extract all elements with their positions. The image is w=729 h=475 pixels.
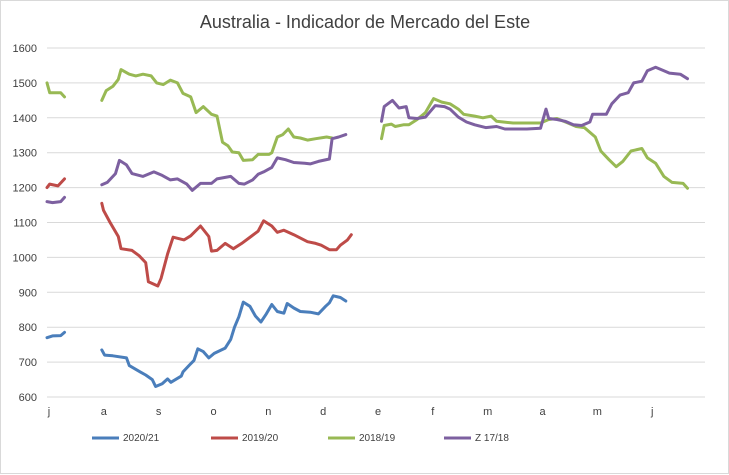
legend-label: 2018/19: [359, 433, 396, 444]
series-line: [45, 81, 66, 99]
x-tick-label: m: [593, 406, 602, 418]
y-tick-label: 600: [19, 392, 37, 404]
y-tick-label: 1300: [13, 148, 37, 160]
series-line: [100, 133, 348, 192]
x-tick-label: s: [156, 406, 162, 418]
grid-lines: [47, 47, 705, 398]
y-tick-label: 1600: [13, 43, 37, 55]
x-tick-label: n: [265, 406, 271, 418]
x-tick-label: o: [210, 406, 216, 418]
legend-label: Z 17/18: [475, 433, 509, 444]
y-tick-label: 1100: [13, 218, 37, 230]
series-line: [45, 177, 66, 190]
y-tick-label: 1500: [13, 78, 37, 90]
x-tick-label: f: [431, 406, 435, 418]
series-line: [100, 68, 334, 162]
y-tick-label: 700: [19, 357, 37, 369]
y-tick-label: 900: [19, 287, 37, 299]
x-tick-label: e: [375, 406, 381, 418]
legend-label: 2019/20: [242, 433, 279, 444]
y-axis: 600 700 800 900 1000 1100 1200 1300 1400 1500 1600: [13, 43, 37, 404]
series-line: [100, 201, 353, 288]
series-line: [45, 330, 66, 340]
series-line: [100, 294, 348, 388]
x-tick-label: a: [539, 406, 546, 418]
x-tick-label: d: [320, 406, 326, 418]
legend: 2020/21 2019/20 2018/19 Z 17/18: [92, 433, 509, 444]
chart-title: Australia - Indicador de Mercado del Est…: [200, 12, 530, 32]
series-0-line-group: [45, 294, 348, 388]
x-tick-label: m: [483, 406, 492, 418]
series-2-line-group: [45, 68, 689, 190]
series-line: [380, 97, 689, 190]
x-tick-label: j: [47, 406, 50, 418]
legend-label: 2020/21: [123, 433, 160, 444]
series-lines: [45, 65, 689, 388]
x-tick-label: j: [650, 406, 653, 418]
y-tick-label: 800: [19, 322, 37, 334]
y-tick-label: 1000: [13, 252, 37, 264]
x-tick-label: a: [101, 406, 108, 418]
series-line: [380, 65, 689, 131]
series-line: [45, 195, 66, 205]
y-tick-label: 1200: [13, 183, 37, 195]
series-3-line-group: [45, 65, 689, 205]
y-tick-label: 1400: [13, 113, 37, 125]
series-1-line-group: [45, 177, 353, 288]
